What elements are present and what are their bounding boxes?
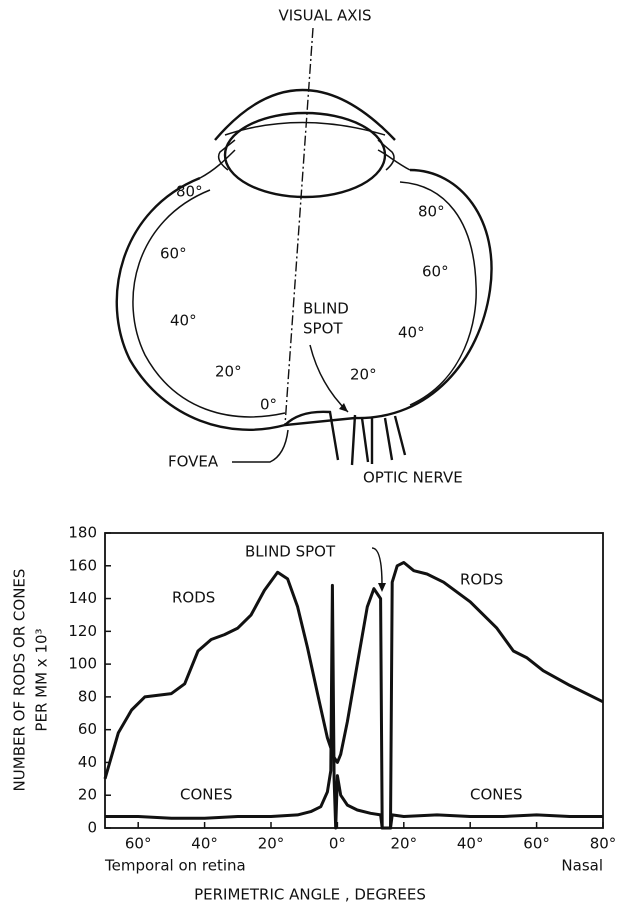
y-tick-label: 60 (78, 720, 97, 738)
x-tick-label: 20° (391, 835, 418, 853)
y-axis-title: PER MM x 10³ (33, 628, 51, 731)
right-angle: 80° (418, 203, 445, 221)
series-label: RODS (460, 571, 503, 589)
iris (224, 121, 386, 136)
y-tick-label: 40 (78, 753, 97, 771)
ciliary (199, 139, 411, 179)
x-tick-label: 40° (457, 835, 484, 853)
y-tick-label: 140 (68, 589, 97, 607)
plot-frame (104, 532, 604, 829)
eye-diagram: VISUAL AXIS 80° 60° 40° 20° 80° 60° 40° … (115, 7, 493, 487)
left-angle: 20° (215, 363, 242, 381)
fovea-label: FOVEA (168, 453, 219, 471)
retina (132, 181, 477, 418)
right-angle: 20° (350, 366, 377, 384)
x-tick-label: 20° (258, 835, 285, 853)
optic-nerve-label: OPTIC NERVE (363, 469, 463, 487)
x-side-label: Temporal on retina (104, 857, 246, 875)
lens (223, 111, 387, 199)
x-tick-label: 80° (590, 835, 617, 853)
series-label: CONES (180, 786, 233, 804)
left-angle: 80° (176, 183, 203, 201)
y-tick-label: 100 (68, 655, 97, 673)
y-tick-label: 160 (68, 556, 97, 574)
visual-axis (284, 27, 314, 426)
series-label: CONES (470, 786, 523, 804)
y-tick-label: 120 (68, 622, 97, 640)
x-tick-label: 0° (329, 835, 346, 853)
arrow (371, 547, 383, 586)
cornea (214, 88, 396, 141)
optic-nerve (284, 410, 407, 466)
x-tick-label: 60° (523, 835, 550, 853)
blind-spot-label: BLIND (303, 300, 349, 318)
left-angle: 40° (170, 312, 197, 330)
arrowhead (378, 583, 386, 592)
series-line (105, 583, 603, 830)
x-side-label: Nasal (561, 857, 603, 875)
right-angle: 40° (398, 324, 425, 342)
arrowhead (339, 403, 348, 412)
x-axis-title: PERIMETRIC ANGLE , DEGREES (194, 886, 426, 904)
y-tick-label: 180 (68, 524, 97, 542)
x-tick-label: 60° (125, 835, 152, 853)
x-tick-label: 40° (191, 835, 218, 853)
y-tick-label: 0 (87, 819, 97, 837)
arrow (232, 429, 289, 463)
right-angle: 60° (422, 263, 449, 281)
visual-axis-label: VISUAL AXIS (278, 7, 371, 25)
annotation: BLIND SPOT (245, 543, 336, 561)
series-line (103, 561, 604, 830)
arrow (309, 344, 349, 413)
blind-spot-label: SPOT (303, 320, 343, 338)
y-tick-label: 80 (78, 687, 97, 705)
series-label: RODS (172, 589, 215, 607)
y-tick-label: 20 (78, 786, 97, 804)
zero-angle: 0° (260, 396, 277, 414)
left-angle: 60° (160, 245, 187, 263)
y-axis-title: NUMBER OF RODS OR CONES (11, 569, 29, 792)
